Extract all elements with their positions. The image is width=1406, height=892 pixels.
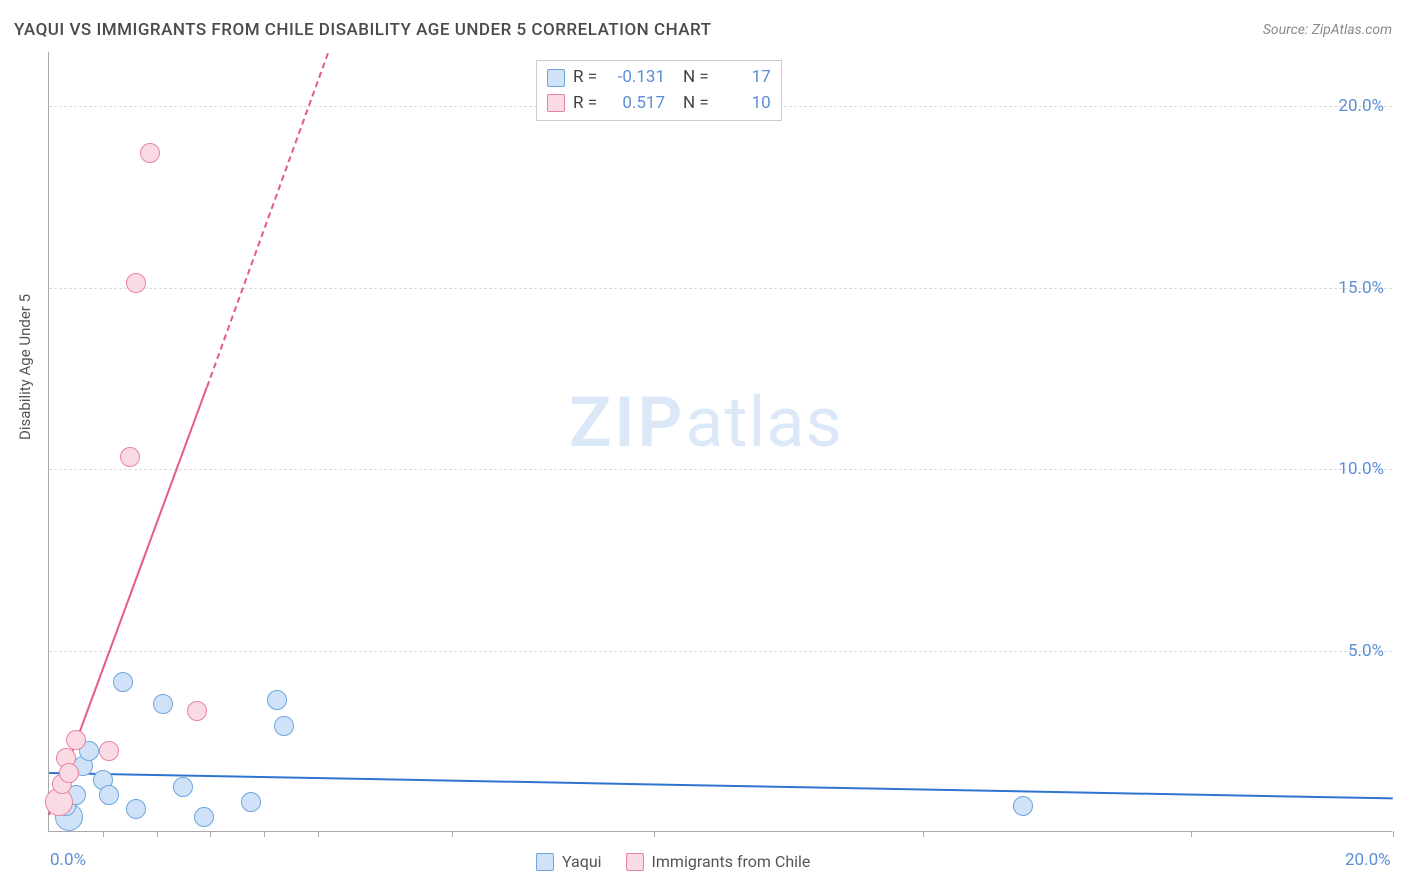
legend-item: Immigrants from Chile bbox=[626, 852, 811, 871]
stats-row: R = -0.131 N = 17 bbox=[547, 65, 771, 91]
legend-swatch bbox=[536, 853, 554, 871]
x-tick-label: 0.0% bbox=[50, 850, 86, 870]
gridline bbox=[49, 469, 1392, 470]
x-tick bbox=[1393, 831, 1394, 837]
stat-r-value: -0.131 bbox=[605, 65, 665, 91]
stat-n-value: 17 bbox=[717, 65, 771, 91]
stat-key: R = bbox=[573, 65, 597, 91]
data-point bbox=[274, 716, 294, 736]
stat-key: N = bbox=[683, 65, 709, 91]
data-point bbox=[1013, 796, 1033, 816]
data-point bbox=[66, 730, 86, 750]
gridline bbox=[49, 651, 1392, 652]
x-tick bbox=[1191, 831, 1192, 837]
data-point bbox=[59, 763, 79, 783]
watermark: ZIPatlas bbox=[569, 382, 843, 464]
x-tick bbox=[452, 831, 453, 837]
data-point bbox=[99, 741, 119, 761]
stat-n-value: 10 bbox=[717, 91, 771, 117]
x-tick bbox=[103, 831, 104, 837]
x-tick bbox=[654, 831, 655, 837]
data-point bbox=[120, 447, 140, 467]
data-point bbox=[187, 701, 207, 721]
data-point bbox=[194, 807, 214, 827]
correlation-stats-box: R = -0.131 N = 17 R = 0.517 N = 10 bbox=[536, 60, 782, 121]
data-point bbox=[140, 143, 160, 163]
trend-line bbox=[206, 53, 329, 387]
x-tick bbox=[923, 831, 924, 837]
data-point bbox=[126, 799, 146, 819]
x-tick bbox=[264, 831, 265, 837]
data-point bbox=[241, 792, 261, 812]
data-point bbox=[113, 672, 133, 692]
chart-plot-area: ZIPatlas 5.0% 10.0% 15.0% 20.0% bbox=[48, 52, 1392, 832]
y-tick-label: 10.0% bbox=[1338, 459, 1384, 479]
legend-label: Yaqui bbox=[562, 852, 602, 871]
x-tick bbox=[210, 831, 211, 837]
source-label: Source: ZipAtlas.com bbox=[1263, 22, 1392, 38]
y-tick-label: 20.0% bbox=[1338, 96, 1384, 116]
legend-swatch bbox=[547, 69, 565, 87]
x-tick bbox=[157, 831, 158, 837]
y-tick-label: 5.0% bbox=[1348, 641, 1384, 661]
chart-title: YAQUI VS IMMIGRANTS FROM CHILE DISABILIT… bbox=[14, 20, 712, 40]
stat-key: R = bbox=[573, 91, 597, 117]
x-tick bbox=[318, 831, 319, 837]
data-point bbox=[126, 273, 146, 293]
legend-swatch bbox=[626, 853, 644, 871]
series-legend: Yaqui Immigrants from Chile bbox=[536, 852, 810, 871]
stats-row: R = 0.517 N = 10 bbox=[547, 91, 771, 117]
stat-key: N = bbox=[683, 91, 709, 117]
data-point bbox=[173, 777, 193, 797]
y-tick-label: 15.0% bbox=[1338, 278, 1384, 298]
legend-label: Immigrants from Chile bbox=[652, 852, 811, 871]
x-tick-label: 20.0% bbox=[1345, 850, 1391, 870]
stat-r-value: 0.517 bbox=[605, 91, 665, 117]
legend-item: Yaqui bbox=[536, 852, 602, 871]
data-point bbox=[153, 694, 173, 714]
gridline bbox=[49, 288, 1392, 289]
data-point bbox=[267, 690, 287, 710]
data-point bbox=[99, 785, 119, 805]
y-axis-label: Disability Age Under 5 bbox=[16, 294, 34, 440]
legend-swatch bbox=[547, 94, 565, 112]
